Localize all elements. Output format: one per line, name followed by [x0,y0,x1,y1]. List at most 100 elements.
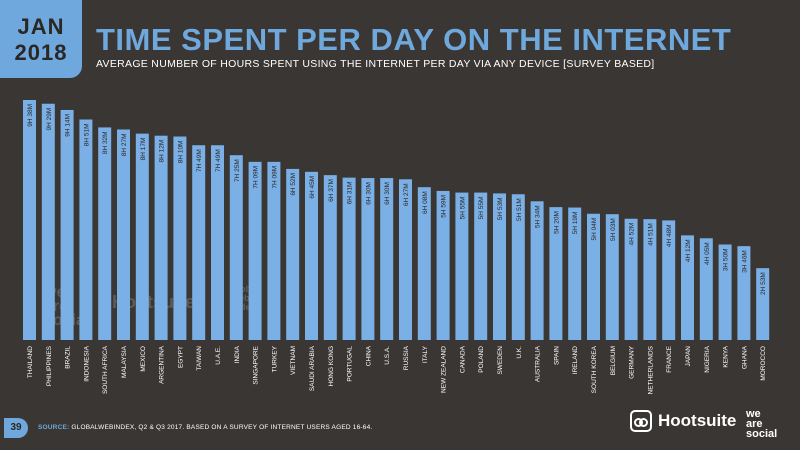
category-label: GHANA [741,345,748,369]
category-label: MEXICO [140,346,147,372]
bar-new-zealand [436,190,450,340]
bar-argentina [154,135,168,340]
hootsuite-logo-text: Hootsuite [658,411,737,430]
category-label: RUSSIA [403,345,410,370]
page-title: TIME SPENT PER DAY ON THE INTERNET [96,22,732,57]
page-number: 39 [4,418,28,438]
bar-value-label: 9H 38M [27,104,34,127]
category-label: U.K. [516,346,523,359]
bar-value-label: 4H 48M [666,224,673,247]
bar-value-label: 8H 10M [177,141,184,164]
category-label: FRANCE [666,345,673,372]
date-year: 2018 [14,40,68,65]
bar-indonesia [79,119,93,341]
category-label: MALAYSIA [121,345,128,378]
category-label: KENYA [723,345,730,367]
bar-value-label: 5H 19M [572,212,579,235]
bar-saudi-arabia [305,171,318,340]
bar-value-label: 4H 51M [647,223,654,246]
bar-canada [455,192,469,340]
bar-thailand [23,100,36,340]
bar-value-label: 5H 55M [478,197,485,220]
was-logo-social: social [746,428,778,440]
source-note: SOURCE: GLOBALWEBINDEX, Q2 & Q3 2017. BA… [38,424,372,431]
category-label: U.A.E. [215,346,222,365]
category-label: ITALY [422,345,429,363]
source-text: GLOBALWEBINDEX, Q2 & Q3 2017. BASED ON A… [71,424,373,431]
bar-sweden [493,193,506,340]
date-tab: JAN 2018 [0,0,82,78]
was-logo-are: are [746,418,763,430]
we-are-social-logo: we are social [746,408,778,440]
owl-icon [630,410,652,432]
category-label: IRELAND [572,346,579,374]
was-logo-we: we [746,408,761,420]
category-label: VIETNAM [290,346,297,375]
bar-russia [399,179,412,340]
bar-value-label: 8H 27M [121,133,128,156]
bar-belgium [605,214,619,340]
bar-egypt [173,136,187,340]
category-label: BELGIUM [610,346,617,375]
category-label: THAILAND [27,346,34,378]
category-label: SINGAPORE [253,345,260,384]
category-label: U.S.A. [384,346,391,365]
bar-south-korea [587,213,600,340]
category-label: SOUTH AFRICA [102,345,109,394]
category-label: CHINA [365,345,372,366]
category-label: EGYPT [177,346,184,368]
bar-value-label: 7H 25M [234,159,241,182]
bar-australia [530,201,544,340]
category-label: NEW ZEALAND [441,346,448,393]
bar-value-label: 3H 50M [723,249,730,272]
bar-value-label: 4H 52M [629,223,636,246]
category-label: CANADA [459,345,466,373]
bar-value-label: 8H 17M [140,138,147,161]
category-label: SWEDEN [497,346,504,375]
bar-india [229,155,243,340]
category-label: HONG KONG [328,346,335,386]
bar-south-africa [98,127,112,340]
bar-kenya [718,244,732,340]
bar-value-label: 5H 34M [535,205,542,228]
category-label: BRAZIL [65,346,72,369]
category-label: INDIA [234,345,241,363]
bar-nigeria [699,238,713,340]
category-label: TAIWAN [196,346,203,371]
page-subtitle: AVERAGE NUMBER OF HOURS SPENT USING THE … [96,58,655,70]
bar-value-label: 8H 51M [83,124,90,147]
bar-portugal [342,177,356,340]
bar-ghana [737,246,751,340]
bar-value-label: 4H 12M [685,239,692,262]
bar-netherlands [643,219,657,340]
bar-value-label: 9H 29M [46,108,53,131]
bar-value-label: 7H 49M [215,149,222,172]
bar-france [662,220,676,340]
bar-ireland [568,207,582,340]
category-label: JAPAN [685,346,692,367]
category-label: SPAIN [553,346,560,365]
bar-malaysia [117,129,130,340]
bar-value-label: 6H 45M [309,176,316,199]
bar-value-label: 5H 04M [591,218,598,241]
bar-u-k- [511,194,525,340]
bar-turkey [267,161,281,340]
bar-value-label: 2H 53M [760,272,767,295]
category-label: POLAND [478,346,485,373]
bar-value-label: 8H 32M [102,131,109,154]
category-label: SOUTH KOREA [591,345,598,393]
bar-value-label: 5H 03M [610,218,617,241]
bar-value-label: 6H 27M [403,183,410,206]
bar-philippines [41,103,55,340]
category-label: GERMANY [629,345,636,379]
bar-value-label: 7H 09M [253,166,260,189]
bar-value-label: 8H 12M [159,140,166,163]
bar-value-label: 6H 08M [422,191,429,214]
bar-value-label: 5H 51M [516,198,523,221]
bar-brazil [60,109,74,340]
bar-taiwan [192,145,206,340]
bar-value-label: 5H 55M [459,197,466,220]
date-month: JAN [17,14,65,39]
bar-morocco [756,268,770,340]
bar-value-label: 6H 30M [365,182,372,205]
